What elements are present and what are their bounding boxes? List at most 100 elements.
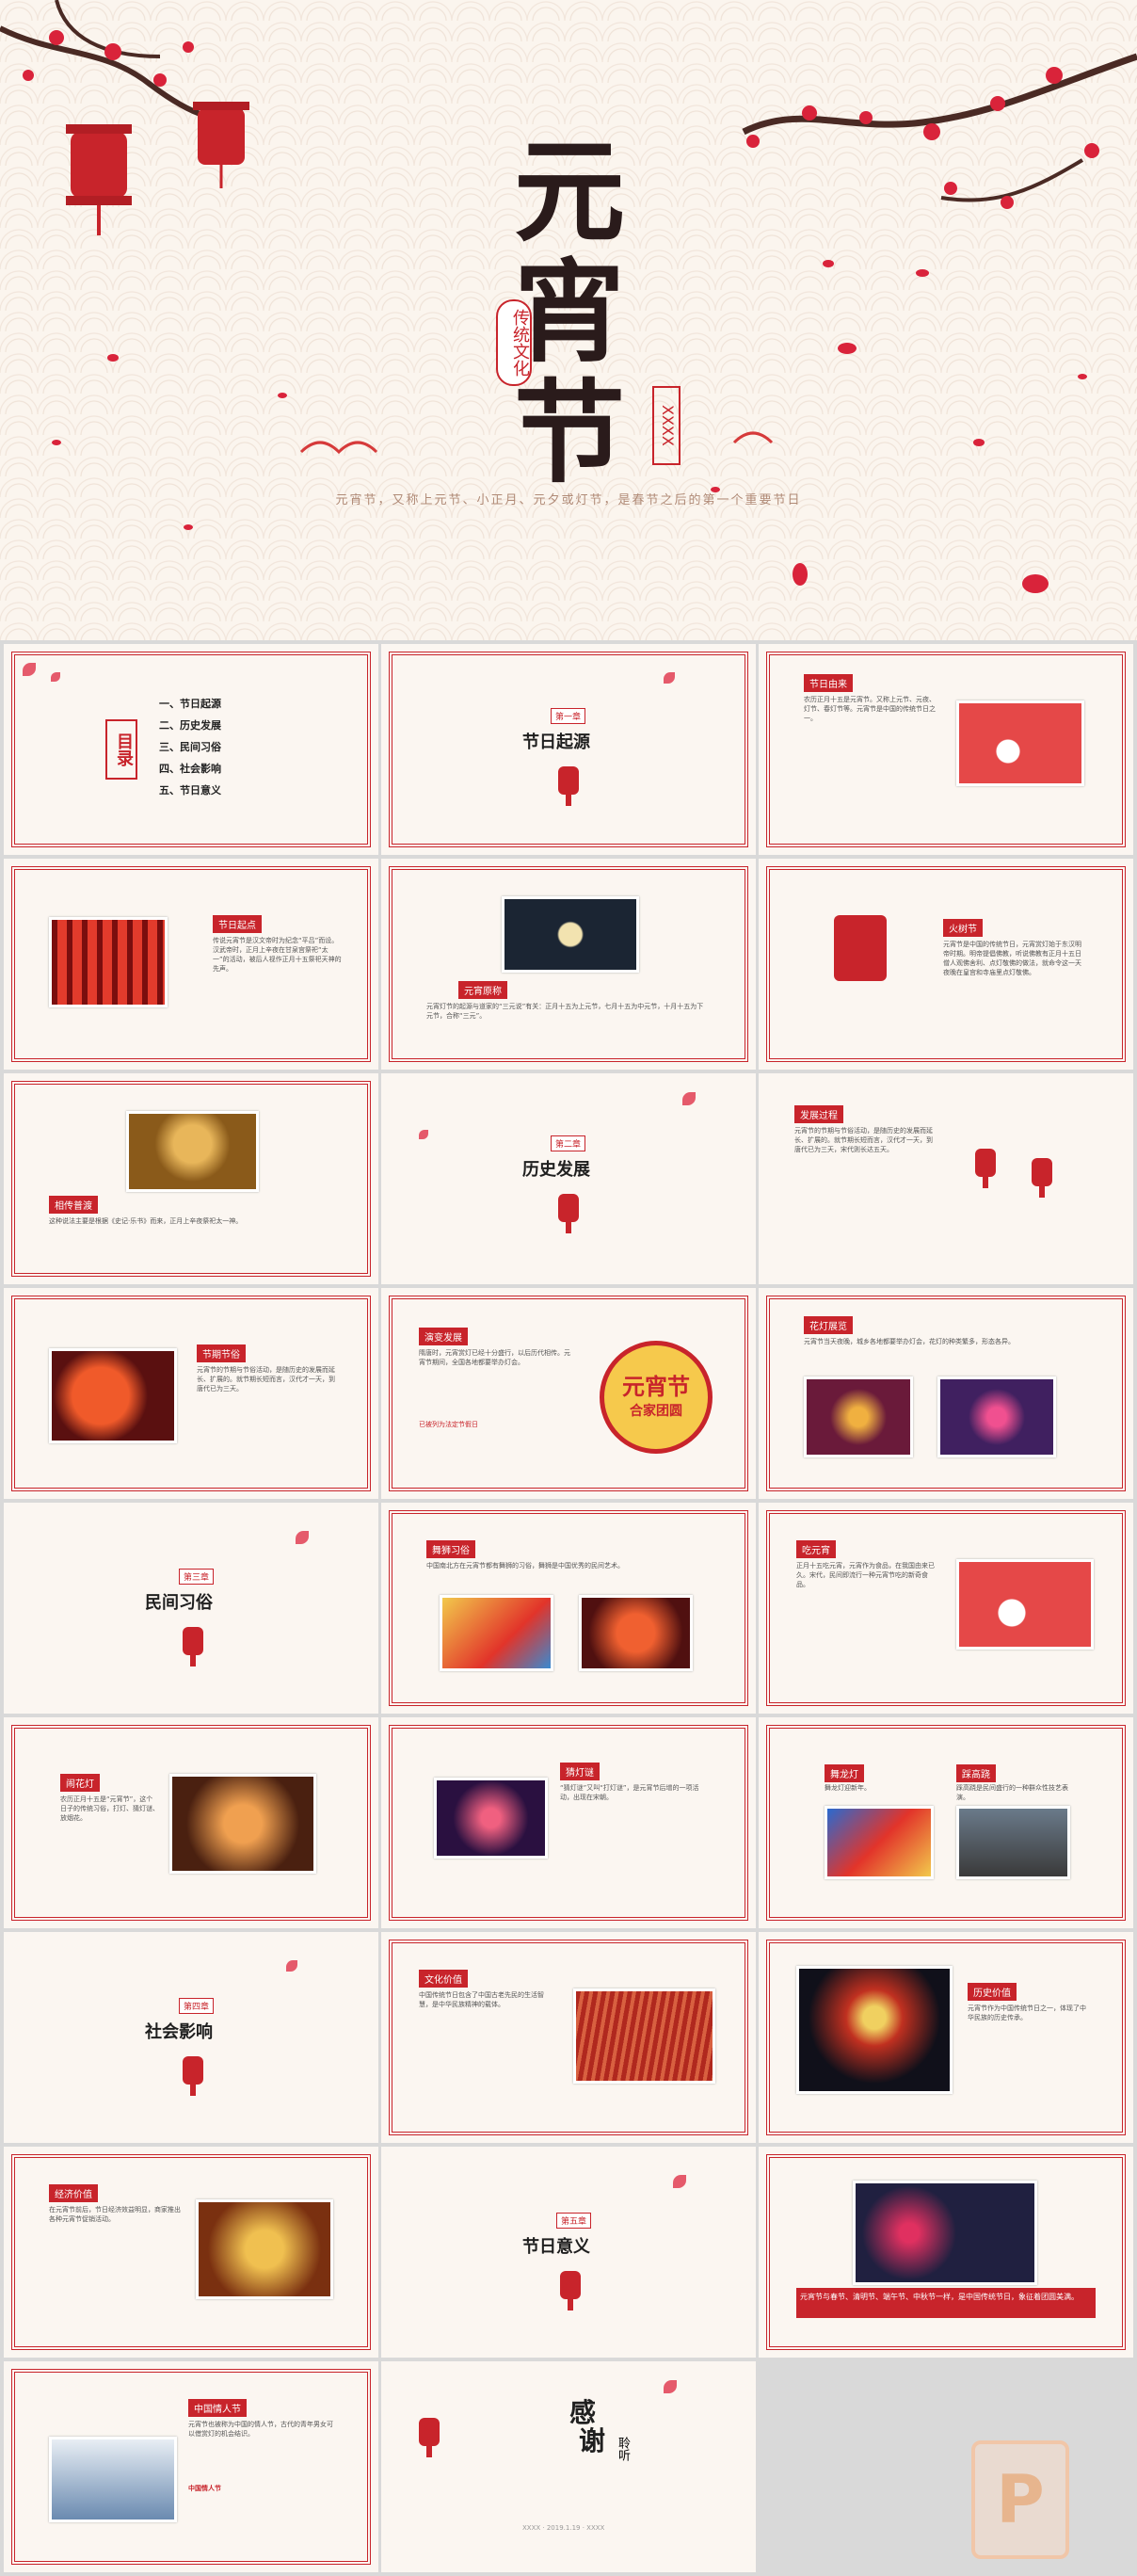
slide-21[interactable]: 历史价值 元宵节作为中国传统节日之一，体现了中华民族的历史传承。 <box>759 1932 1133 2143</box>
section-footnote: 已被列为法定节假日 <box>419 1421 478 1428</box>
slide-15[interactable]: 吃元宵 正月十五吃元宵，元宵作为食品，在我国由来已久。宋代，民间即流行一种元宵节… <box>759 1503 1133 1714</box>
lantern-icon <box>183 1627 203 1666</box>
thanks-char: 聆 <box>616 2437 630 2449</box>
section-text: 正月十五吃元宵，元宵作为食品，在我国由来已久。宋代，民间即流行一种元宵节吃的新奇… <box>796 1562 935 1588</box>
lantern-icon <box>419 2418 440 2457</box>
section-text: 传说元宵节是汉文帝时为纪念“平吕”而设。汉武帝时，正月上辛夜在甘泉宫祭祀“太一”… <box>213 937 342 973</box>
hero-title-char: 元 <box>513 126 625 257</box>
chapter-title: 节日起源 <box>522 733 590 752</box>
hero-title-char: 宵 <box>513 247 625 378</box>
fireworks-photo <box>796 1966 953 2094</box>
lion-dance-photo <box>440 1595 553 1671</box>
dragon-dance-photo <box>825 1806 934 1879</box>
lantern-icon <box>558 1194 579 1233</box>
red-lantern-photo <box>49 1348 177 1443</box>
slide-16[interactable]: 闹花灯 农历正月十五是“元宵节”，这个日子的传统习俗，打灯、猜灯谜、放烟花。 <box>4 1717 378 1928</box>
section-label: 相传普渡 <box>49 1196 98 1214</box>
chapter-badge: 第一章 <box>551 708 586 724</box>
thanks-char: 感 <box>569 2397 597 2428</box>
slide-thanks[interactable]: 感 谢 聆听 XXXX · 2019.1.19 · XXXX <box>381 2361 756 2572</box>
slide-9[interactable]: 发展过程 元宵节的节期与节俗活动，是随历史的发展而延长、扩展的。就节期长短而言，… <box>759 1073 1133 1284</box>
slide-chapter-4[interactable]: 第四章 社会影响 <box>4 1932 378 2143</box>
slide-22[interactable]: 经济价值 在元宵节前后，节日经济效益明显，商家推出各种元宵节促销活动。 <box>4 2147 378 2358</box>
slide-10[interactable]: 节期节俗 元宵节的节期与节俗活动，是随历史的发展而延长、扩展的。就节期长短而言，… <box>4 1288 378 1499</box>
section-text: 农历正月十五是元宵节。又称上元节、元夜、灯节、春灯节等。元宵节是中国的传统节日之… <box>804 696 936 722</box>
slide-24[interactable]: 元宵节与春节、清明节、端午节、中秋节一样，是中国传统节日，象征着团圆美满。 <box>759 2147 1133 2358</box>
lantern-icon <box>558 766 579 806</box>
chapter-title: 民间习俗 <box>145 1593 213 1613</box>
highlight-text: 中国情人节 <box>188 2485 221 2492</box>
section-label: 吃元宵 <box>796 1540 836 1558</box>
slide-4[interactable]: 节日起点 传说元宵节是汉文帝时为纪念“平吕”而设。汉武帝时，正月上辛夜在甘泉宫祭… <box>4 859 378 1070</box>
hero-subtitle: 元宵节，又称上元节、小正月、元夕或灯节，是春节之后的第一个重要节日 <box>335 493 802 507</box>
slide-5[interactable]: 元宵原称 元宵灯节的起源与道家的“三元说”有关：正月十五为上元节，七月十五为中元… <box>381 859 756 1070</box>
chapter-badge: 第二章 <box>551 1135 586 1151</box>
toc-item[interactable]: 三、民间习俗 <box>159 741 221 753</box>
section-text: 元宵节的节期与节俗活动，是随历史的发展而延长、扩展的。就节期长短而言，汉代才一天… <box>794 1127 933 1153</box>
slide-chapter-2[interactable]: 第二章 历史发展 <box>381 1073 756 1284</box>
festival-badge: 元宵节 合家团圆 <box>600 1341 713 1454</box>
wishing-cards-photo <box>573 1988 715 2084</box>
slide-17[interactable]: 猜灯谜 “猜灯谜”又叫“打灯谜”，是元宵节后增的一项活动，出现在宋朝。 <box>381 1717 756 1928</box>
section-label: 花灯展览 <box>804 1316 853 1334</box>
section-label: 发展过程 <box>794 1105 843 1123</box>
slide-25[interactable]: 中国情人节 元宵节也被称为中国的情人节，古代的青年男女可以借赏灯的机会结识。 中… <box>4 2361 378 2572</box>
slide-6[interactable]: 火树节 元宵节是中国的传统节日，元宵赏灯始于东汉明帝时期。明帝提倡佛教，听说佛教… <box>759 859 1133 1070</box>
watermark-logo: P <box>971 2440 1069 2559</box>
thanks-footer: XXXX · 2019.1.19 · XXXX <box>522 2524 605 2532</box>
tangyuan-photo <box>956 1559 1094 1650</box>
chapter-badge: 第三章 <box>179 1569 215 1585</box>
toc-item[interactable]: 五、节日意义 <box>159 784 221 797</box>
lanterns-photo <box>49 917 168 1007</box>
section-text: 踩高跷是民间盛行的一种群众性技艺表演。 <box>956 1784 1068 1801</box>
slide-20[interactable]: 文化价值 中国传统节日包含了中国古老先民的生活智慧，是中华民族精神的载体。 <box>381 1932 756 2143</box>
slide-7[interactable]: 相传普渡 这种说法主要是根据《史记·乐书》而来，正月上辛夜祭祀太一神。 <box>4 1073 378 1284</box>
section-label: 舞狮习俗 <box>426 1540 475 1558</box>
summary-banner: 元宵节与春节、清明节、端午节、中秋节一样，是中国传统节日，象征着团圆美满。 <box>796 2288 1096 2318</box>
lantern-photo <box>579 1595 693 1671</box>
toc-item[interactable]: 四、社会影响 <box>159 763 221 775</box>
section-text: 元宵节当天夜晚，城乡各地都要举办灯会，花灯的种类繁多，形态各异。 <box>804 1338 1015 1345</box>
stilts-photo <box>956 1806 1070 1879</box>
hero-title-char: 节 <box>513 367 625 498</box>
section-text: 元宵灯节的起源与道家的“三元说”有关：正月十五为上元节，七月十五为中元节，十月十… <box>426 1003 704 1020</box>
lantern-riddle-photo <box>434 1778 548 1859</box>
lantern-icon <box>183 2056 203 2096</box>
section-label: 节日起点 <box>213 915 262 933</box>
placeholder-box: XXXX <box>652 386 681 465</box>
blossom-icon <box>296 1531 309 1544</box>
section-label: 中国情人节 <box>188 2399 247 2417</box>
blossom-icon <box>673 2175 686 2188</box>
slide-toc[interactable]: 目录 一、节日起源 二、历史发展 三、民间习俗 四、社会影响 五、节日意义 <box>4 644 378 855</box>
plum-blossom-decoration <box>0 0 1137 593</box>
traditional-culture-tag: 传统文化 <box>496 299 532 386</box>
slide-11[interactable]: 演变发展 隋唐时，元宵赏灯已经十分盛行，以后历代相传。元宵节期间，全国各地都要举… <box>381 1288 756 1499</box>
lantern-show-photo <box>804 1377 913 1457</box>
slide-chapter-5[interactable]: 第五章 节日意义 <box>381 2147 756 2358</box>
lantern-icon <box>975 1149 996 1188</box>
section-label: 元宵原称 <box>458 981 507 999</box>
section-text: 元宵节的节期与节俗活动，是随历史的发展而延长、扩展的。就节期长短而言，汉代才一天… <box>197 1366 335 1393</box>
slide-18[interactable]: 舞龙灯 舞龙灯迎新年。 踩高跷 踩高跷是民间盛行的一种群众性技艺表演。 <box>759 1717 1133 1928</box>
section-text: 元宵节是中国的传统节日，元宵赏灯始于东汉明帝时期。明帝提倡佛教，听说佛教有正月十… <box>943 941 1081 976</box>
section-label: 踩高跷 <box>956 1764 996 1782</box>
lantern-icon <box>834 915 887 981</box>
chapter-badge: 第四章 <box>179 1998 215 2014</box>
blossom-icon <box>286 1960 297 1972</box>
slide-origin[interactable]: 节日由来 农历正月十五是元宵节。又称上元节、元夜、灯节、春灯节等。元宵节是中国的… <box>759 644 1133 855</box>
night-street-photo <box>853 2181 1037 2285</box>
section-text: 元宵节也被称为中国的情人节，古代的青年男女可以借赏灯的机会结识。 <box>188 2421 333 2438</box>
couple-photo <box>49 2437 177 2522</box>
hero-title: 元 宵 节 <box>489 132 649 493</box>
section-label: 演变发展 <box>419 1328 468 1345</box>
toc-item[interactable]: 二、历史发展 <box>159 719 221 732</box>
toc-item[interactable]: 一、节日起源 <box>159 698 221 710</box>
slide-14[interactable]: 舞狮习俗 中国南北方在元宵节都有舞狮的习俗，舞狮是中国优秀的民间艺术。 <box>381 1503 756 1714</box>
slide-chapter-3[interactable]: 第三章 民间习俗 <box>4 1503 378 1714</box>
section-label: 文化价值 <box>419 1970 468 1988</box>
tangyuan-photo <box>956 700 1084 786</box>
chapter-title: 历史发展 <box>522 1160 590 1180</box>
slide-chapter-1[interactable]: 第一章 节日起源 <box>381 644 756 855</box>
slide-12[interactable]: 花灯展览 元宵节当天夜晚，城乡各地都要举办灯会，花灯的种类繁多，形态各异。 <box>759 1288 1133 1499</box>
section-text: 中国南北方在元宵节都有舞狮的习俗，舞狮是中国优秀的民间艺术。 <box>426 1562 624 1570</box>
